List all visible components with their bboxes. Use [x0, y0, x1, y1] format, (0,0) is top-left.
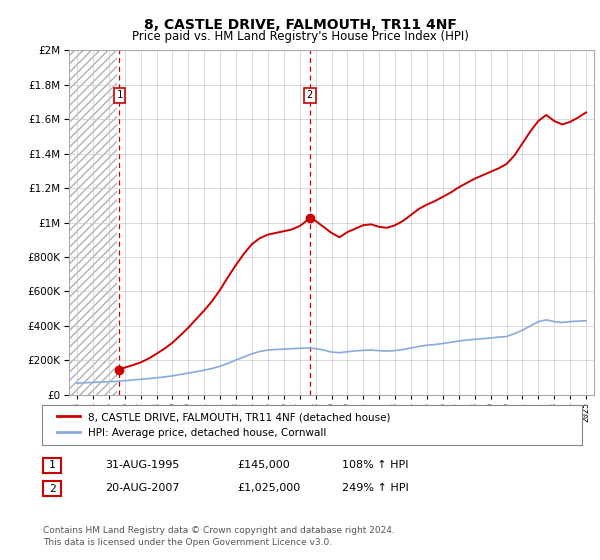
Text: Price paid vs. HM Land Registry's House Price Index (HPI): Price paid vs. HM Land Registry's House …: [131, 30, 469, 43]
Text: 1: 1: [49, 460, 56, 470]
Text: 31-AUG-1995: 31-AUG-1995: [105, 460, 179, 470]
Text: 1: 1: [116, 90, 122, 100]
Text: £1,025,000: £1,025,000: [237, 483, 300, 493]
Text: 108% ↑ HPI: 108% ↑ HPI: [342, 460, 409, 470]
Text: Contains HM Land Registry data © Crown copyright and database right 2024.
This d: Contains HM Land Registry data © Crown c…: [43, 526, 395, 547]
Bar: [69, 50, 117, 395]
Text: 2: 2: [307, 90, 313, 100]
Text: 8, CASTLE DRIVE, FALMOUTH, TR11 4NF: 8, CASTLE DRIVE, FALMOUTH, TR11 4NF: [143, 18, 457, 32]
Text: 20-AUG-2007: 20-AUG-2007: [105, 483, 179, 493]
Text: 2: 2: [49, 484, 56, 493]
Text: 249% ↑ HPI: 249% ↑ HPI: [342, 483, 409, 493]
Legend: 8, CASTLE DRIVE, FALMOUTH, TR11 4NF (detached house), HPI: Average price, detach: 8, CASTLE DRIVE, FALMOUTH, TR11 4NF (det…: [53, 408, 395, 442]
Text: £145,000: £145,000: [237, 460, 290, 470]
